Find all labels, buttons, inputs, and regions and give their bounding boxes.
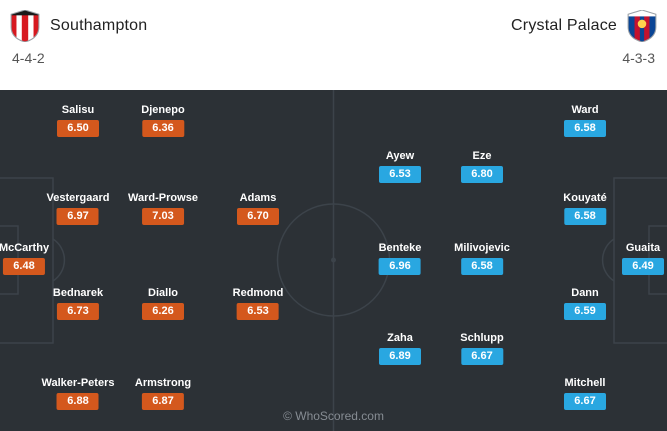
player-name: Eze bbox=[472, 150, 492, 162]
southampton-crest-icon bbox=[10, 9, 40, 43]
player-card-ward-prowse[interactable]: Ward-Prowse 7.03 bbox=[128, 192, 198, 225]
player-rating-badge: 6.48 bbox=[3, 258, 45, 275]
player-rating-badge: 6.97 bbox=[56, 208, 99, 225]
pitch: McCarthy 6.48 Salisu 6.50 Vestergaard 6.… bbox=[0, 90, 667, 431]
player-card-mitchell[interactable]: Mitchell 6.67 bbox=[564, 377, 606, 410]
home-team-header[interactable]: Southampton bbox=[10, 9, 148, 43]
player-card-vestergaard[interactable]: Vestergaard 6.97 bbox=[46, 192, 110, 225]
player-card-ward[interactable]: Ward 6.58 bbox=[564, 104, 606, 137]
header: Southampton Crystal Palace 4-4-2 bbox=[0, 0, 667, 90]
player-card-guaita[interactable]: Guaita 6.49 bbox=[622, 242, 664, 275]
player-rating-badge: 6.67 bbox=[564, 393, 606, 410]
player-name: Dann bbox=[571, 287, 599, 299]
player-card-kouyate[interactable]: Kouyaté 6.58 bbox=[563, 192, 607, 225]
player-rating-badge: 6.67 bbox=[460, 348, 503, 365]
player-name: Guaita bbox=[625, 242, 661, 254]
player-card-bednarek[interactable]: Bednarek 6.73 bbox=[53, 287, 103, 320]
player-name: Armstrong bbox=[134, 377, 192, 389]
home-formation: 4-4-2 bbox=[12, 50, 45, 66]
player-rating-badge: 6.53 bbox=[236, 303, 279, 320]
player-rating-badge: 6.96 bbox=[378, 258, 421, 275]
player-card-armstrong[interactable]: Armstrong 6.87 bbox=[135, 377, 191, 410]
player-name: Bednarek bbox=[52, 287, 104, 299]
crystal-palace-crest-icon bbox=[627, 9, 657, 43]
player-card-schlupp[interactable]: Schlupp 6.67 bbox=[460, 332, 504, 365]
home-team-name: Southampton bbox=[50, 17, 148, 34]
player-name: McCarthy bbox=[0, 242, 50, 254]
player-card-benteke[interactable]: Benteke 6.96 bbox=[378, 242, 422, 275]
player-rating-badge: 7.03 bbox=[141, 208, 184, 225]
player-rating-badge: 6.58 bbox=[564, 120, 606, 137]
player-rating-badge: 6.26 bbox=[142, 303, 184, 320]
player-card-ayew[interactable]: Ayew 6.53 bbox=[379, 150, 421, 183]
away-team-header[interactable]: Crystal Palace bbox=[511, 9, 657, 43]
player-card-salisu[interactable]: Salisu 6.50 bbox=[57, 104, 99, 137]
player-card-adams[interactable]: Adams 6.70 bbox=[237, 192, 279, 225]
player-rating-badge: 6.36 bbox=[142, 120, 184, 137]
player-name: Salisu bbox=[61, 104, 95, 116]
player-rating-badge: 6.88 bbox=[57, 393, 99, 410]
player-name: Milivojevic bbox=[454, 242, 510, 254]
player-card-eze[interactable]: Eze 6.80 bbox=[461, 150, 503, 183]
player-rating-badge: 6.80 bbox=[461, 166, 503, 183]
away-formation: 4-3-3 bbox=[622, 50, 655, 66]
away-team-name: Crystal Palace bbox=[511, 17, 617, 34]
player-rating-badge: 6.73 bbox=[56, 303, 99, 320]
player-name: Ward bbox=[571, 104, 599, 116]
player-rating-badge: 6.59 bbox=[564, 303, 606, 320]
player-name: Redmond bbox=[232, 287, 284, 299]
player-name: Adams bbox=[239, 192, 277, 204]
player-name: Vestergaard bbox=[46, 192, 110, 204]
player-card-mccarthy[interactable]: McCarthy 6.48 bbox=[0, 242, 49, 275]
player-rating-badge: 6.58 bbox=[460, 258, 503, 275]
player-rating-badge: 6.49 bbox=[622, 258, 664, 275]
player-name: Djenepo bbox=[141, 104, 185, 116]
player-name: Ayew bbox=[385, 150, 415, 162]
player-rating-badge: 6.58 bbox=[564, 208, 606, 225]
player-card-milivojevic[interactable]: Milivojevic 6.58 bbox=[454, 242, 510, 275]
player-card-zaha[interactable]: Zaha 6.89 bbox=[379, 332, 421, 365]
player-name: Kouyaté bbox=[563, 192, 607, 204]
player-card-djenepo[interactable]: Djenepo 6.36 bbox=[141, 104, 185, 137]
player-card-redmond[interactable]: Redmond 6.53 bbox=[232, 287, 284, 320]
player-name: Walker-Peters bbox=[41, 377, 115, 389]
whoscored-watermark: © WhoScored.com bbox=[283, 409, 384, 423]
player-name: Ward-Prowse bbox=[128, 192, 198, 204]
player-name: Mitchell bbox=[564, 377, 606, 389]
player-rating-badge: 6.50 bbox=[57, 120, 99, 137]
player-rating-badge: 6.53 bbox=[379, 166, 421, 183]
player-name: Zaha bbox=[387, 332, 413, 344]
player-card-dann[interactable]: Dann 6.59 bbox=[564, 287, 606, 320]
player-rating-badge: 6.89 bbox=[379, 348, 421, 365]
player-rating-badge: 6.70 bbox=[237, 208, 279, 225]
player-name: Benteke bbox=[378, 242, 422, 254]
player-card-diallo[interactable]: Diallo 6.26 bbox=[142, 287, 184, 320]
player-card-walker-peters[interactable]: Walker-Peters 6.88 bbox=[41, 377, 115, 410]
player-rating-badge: 6.87 bbox=[141, 393, 184, 410]
player-name: Schlupp bbox=[460, 332, 504, 344]
player-name: Diallo bbox=[148, 287, 178, 299]
